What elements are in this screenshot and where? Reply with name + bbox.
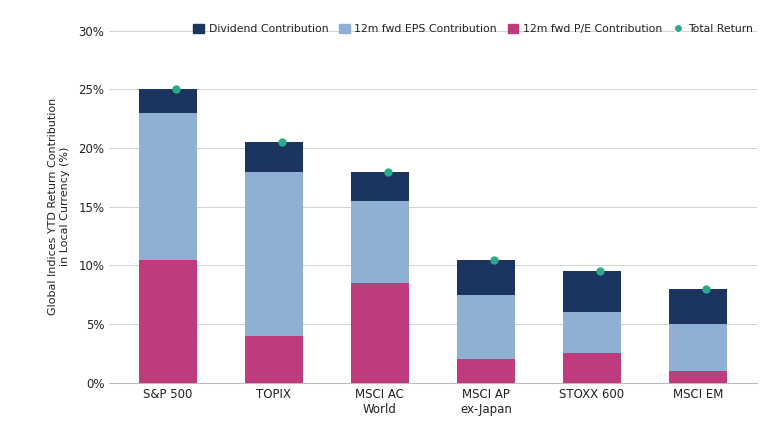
Bar (245, 336, 303, 383)
Bar (668, 324, 727, 371)
Bar (351, 283, 409, 383)
Bar (245, 172, 303, 336)
Bar (457, 260, 515, 295)
Bar (139, 89, 197, 113)
Bar (351, 201, 409, 283)
Bar (245, 142, 303, 172)
Bar (563, 271, 621, 312)
Bar (563, 312, 621, 353)
Bar (668, 289, 727, 324)
Bar (457, 359, 515, 383)
Bar (563, 353, 621, 383)
Legend: Dividend Contribution, 12m fwd EPS Contribution, 12m fwd P/E Contribution, Total: Dividend Contribution, 12m fwd EPS Contr… (193, 24, 753, 34)
Bar (139, 260, 197, 383)
Bar (668, 371, 727, 383)
Bar (139, 113, 197, 260)
Bar (351, 172, 409, 201)
Y-axis label: Global Indices YTD Return Contribution
in Local Currency (%): Global Indices YTD Return Contribution i… (48, 98, 70, 315)
Bar (457, 295, 515, 359)
